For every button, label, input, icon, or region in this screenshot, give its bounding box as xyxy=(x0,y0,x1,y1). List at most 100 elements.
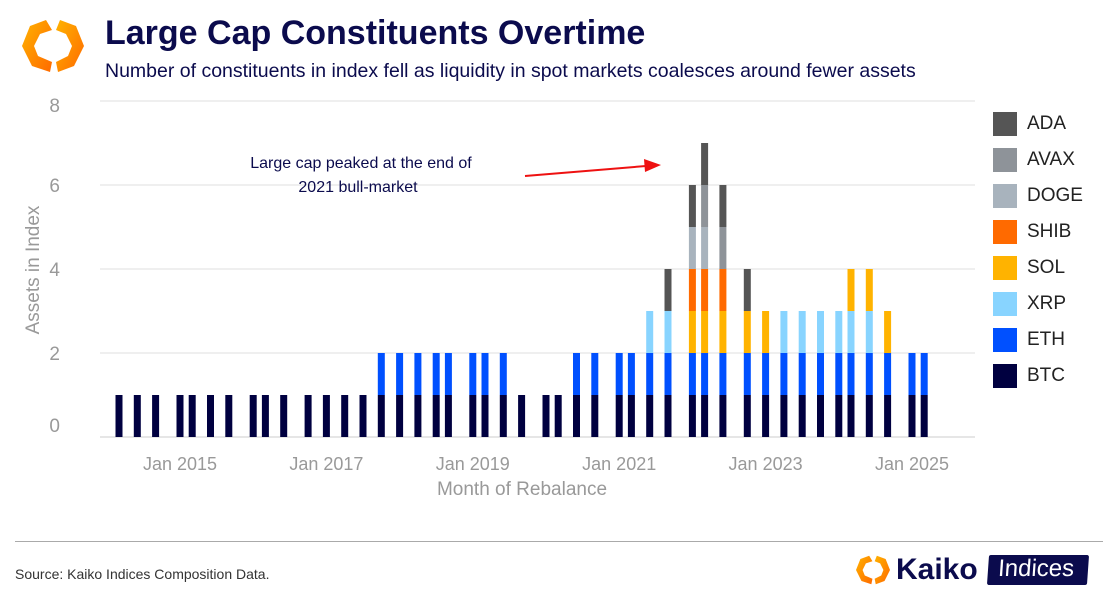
bar-segment-btc xyxy=(817,395,824,437)
bar-segment-btc xyxy=(884,395,892,437)
bar-segment-btc xyxy=(481,395,489,437)
legend-swatch xyxy=(993,112,1017,136)
bar-segment-btc xyxy=(719,395,727,437)
bar-segment-eth xyxy=(664,353,672,395)
bar-segment-eth xyxy=(865,353,873,395)
bar-segment-btc xyxy=(225,395,233,437)
bar-segment-btc xyxy=(499,395,507,437)
bar-segment-xrp xyxy=(847,311,855,353)
brand-tag: Indices xyxy=(986,555,1089,585)
bar-segment-btc xyxy=(115,395,123,437)
legend-swatch xyxy=(993,148,1017,172)
brand-name: Kaiko xyxy=(896,553,978,586)
chart-title: Large Cap Constituents Overtime xyxy=(105,14,646,52)
bar-segment-btc xyxy=(207,395,214,437)
bar-segment-sol xyxy=(688,311,696,353)
bar-segment-btc xyxy=(780,395,788,437)
source-note: Source: Kaiko Indices Composition Data. xyxy=(15,566,270,582)
legend-item-avax: AVAX xyxy=(993,142,1083,178)
y-tick-label: 8 xyxy=(49,96,60,117)
kaiko-mark-icon xyxy=(856,555,890,585)
bar-segment-eth xyxy=(469,353,477,395)
bar-segment-btc xyxy=(865,395,873,437)
bar-segment-btc xyxy=(249,395,257,437)
bar-segment-btc xyxy=(835,395,843,437)
y-tick-label: 6 xyxy=(49,176,60,197)
x-tick-label: Jan 2019 xyxy=(436,454,510,474)
bar-segment-ada xyxy=(664,269,672,311)
legend-item-shib: SHIB xyxy=(993,214,1083,250)
bar-segment-btc xyxy=(469,395,477,437)
bar-segment-eth xyxy=(481,353,489,395)
annotation-line-1: Large cap peaked at the end of xyxy=(250,155,472,172)
bar-segment-btc xyxy=(341,395,349,437)
bar-segment-btc xyxy=(188,395,196,437)
legend-swatch xyxy=(993,364,1017,388)
legend-label: DOGE xyxy=(1027,185,1083,206)
x-tick-label: Jan 2015 xyxy=(143,454,217,474)
bar-segment-doge xyxy=(701,227,709,269)
legend-item-xrp: XRP xyxy=(993,286,1083,322)
bar-segment-eth xyxy=(591,353,599,395)
bar-segment-sol xyxy=(865,269,873,311)
bar-segment-btc xyxy=(646,395,654,437)
legend-label: AVAX xyxy=(1027,149,1075,170)
bar-segment-eth xyxy=(701,353,709,395)
bar-segment-btc xyxy=(847,395,855,437)
legend-label: BTC xyxy=(1027,365,1065,386)
bar-segment-ada xyxy=(688,185,696,227)
bar-segment-shib xyxy=(688,269,696,311)
legend-label: SHIB xyxy=(1027,221,1072,242)
bar-segment-btc xyxy=(798,395,806,437)
y-tick-label: 2 xyxy=(49,344,60,365)
bar-segment-btc xyxy=(444,395,452,437)
x-tick-label: Jan 2025 xyxy=(875,454,949,474)
bar-segment-btc xyxy=(377,395,385,437)
bar-segment-btc xyxy=(701,395,709,437)
bar-segment-eth xyxy=(762,353,770,395)
bar-segment-xrp xyxy=(780,311,788,353)
legend-label: XRP xyxy=(1027,293,1067,314)
x-tick-label: Jan 2023 xyxy=(729,454,803,474)
x-tick-label: Jan 2017 xyxy=(289,454,363,474)
bar-segment-btc xyxy=(554,395,562,437)
bar-segment-avax xyxy=(701,185,709,227)
legend: ADA AVAX DOGE SHIB SOL XRP ETH BTC xyxy=(993,106,1083,394)
y-axis-label: Assets in Index xyxy=(23,205,44,334)
legend-swatch xyxy=(993,328,1017,352)
bar-segment-btc xyxy=(920,395,928,437)
bar-segment-btc xyxy=(664,395,672,437)
bar-segment-eth xyxy=(444,353,452,395)
x-axis-label: Month of Rebalance xyxy=(437,479,607,500)
legend-item-sol: SOL xyxy=(993,250,1083,286)
bar-segment-btc xyxy=(762,395,770,437)
y-tick-label: 0 xyxy=(49,416,60,437)
bar-segment-sol xyxy=(847,269,855,311)
x-tick-label: Jan 2021 xyxy=(582,454,656,474)
bar-segment-btc xyxy=(591,395,599,437)
legend-swatch xyxy=(993,220,1017,244)
bar-segment-eth xyxy=(719,353,727,395)
bar-segment-avax xyxy=(719,227,727,269)
bar-segment-btc xyxy=(359,395,367,437)
bar-segment-eth xyxy=(499,353,507,395)
bar-segment-btc xyxy=(396,395,404,437)
bar-segment-sol xyxy=(884,311,892,353)
bar-segment-eth xyxy=(780,353,788,395)
bar-segment-doge xyxy=(688,227,696,269)
bar-segment-sol xyxy=(701,311,709,353)
stacked-bar-chart: 0 2 4 6 8 Jan 2015 Jan 2017 Jan 2019 Jan 2021 Ja… xyxy=(23,96,975,500)
bar-segment-eth xyxy=(573,353,580,395)
legend-item-doge: DOGE xyxy=(993,178,1083,214)
bar-segment-shib xyxy=(719,269,727,311)
bar-segment-xrp xyxy=(835,311,843,353)
bar-segment-eth xyxy=(432,353,440,395)
y-tick-label: 4 xyxy=(49,260,60,281)
bar-segment-btc xyxy=(304,395,312,437)
bar-segment-xrp xyxy=(865,311,873,353)
bar-segment-eth xyxy=(835,353,843,395)
legend-item-eth: ETH xyxy=(993,322,1083,358)
bar-segment-eth xyxy=(908,353,916,395)
bar-segment-btc xyxy=(615,395,623,437)
bar-segment-xrp xyxy=(817,311,824,353)
